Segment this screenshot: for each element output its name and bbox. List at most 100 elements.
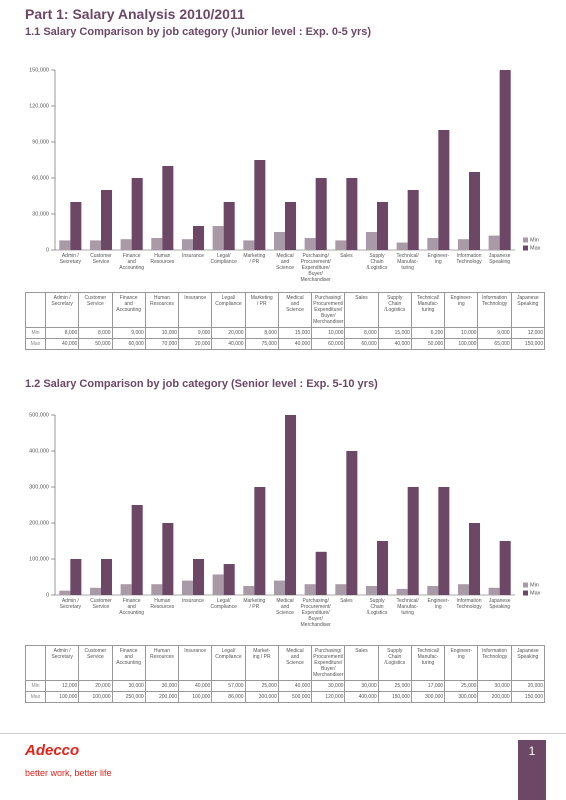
bar (396, 588, 408, 595)
column-header: Engineer- ing (444, 292, 479, 328)
column-header: Sales (344, 292, 379, 328)
column-header: Customer Service (78, 645, 113, 681)
table-cell: 30,000 (344, 680, 379, 692)
x-tick-label: Human Resources (150, 598, 175, 610)
bar (254, 487, 266, 595)
x-tick-label: Technical/ Manufac- turing (396, 253, 419, 271)
table-cell: 30,000 (477, 680, 512, 692)
bar (469, 523, 481, 595)
column-header: Legal/ Compliance (211, 292, 246, 328)
table-cell: 8,000 (344, 327, 379, 339)
bar (59, 590, 71, 595)
y-tick-label: 90,000 (32, 139, 49, 145)
x-tick-label: Purchasing/ Procurement/ Expenditure/ Bu… (300, 598, 331, 628)
bar (457, 584, 469, 595)
bar (243, 240, 255, 250)
column-header: Sales (344, 645, 379, 681)
column-header: Marketing / PR (244, 292, 279, 328)
x-tick-label: Information Technology (456, 253, 482, 265)
bar (438, 130, 450, 250)
column-header: Finance and Accounting (111, 292, 146, 328)
column-header: Admin / Secretary (44, 645, 80, 681)
column-header: Information Technology (477, 645, 512, 681)
column-header: Medical and Science (277, 292, 313, 328)
table-cell: 250,000 (111, 691, 146, 703)
salary-table: Admin / Secretary Customer Service Finance… (25, 645, 546, 703)
table-cell: 40,000 (211, 338, 246, 350)
bar (304, 238, 316, 250)
brand-logo: Adecco (25, 742, 80, 759)
x-tick-label: Admin / Secretary (59, 253, 82, 265)
table-cell: 100,000 (444, 338, 479, 350)
table-cell: 8,000 (44, 327, 80, 339)
bar (315, 178, 327, 250)
table-cell: 9,000 (477, 327, 512, 339)
bar (101, 190, 113, 250)
page-number: 1 (518, 740, 546, 800)
x-tick-label: Marketing / PR (243, 598, 266, 610)
table-cell: 25,000 (244, 680, 279, 692)
column-header: Customer Service (78, 292, 113, 328)
table-cell: 40,000 (277, 680, 313, 692)
table-cell: 30,000 (311, 680, 346, 692)
table-cell: 15,000 (277, 327, 313, 339)
y-tick-label: 150,000 (29, 67, 49, 73)
column-header: Market- ing / PR (244, 645, 279, 681)
table-cell: 86,000 (211, 691, 246, 703)
column-header: Engineer- ing (444, 645, 479, 681)
table-cell: 20,000 (510, 680, 546, 692)
table-cell: 12,000 (44, 680, 80, 692)
salary-table: Admin / Secretary Customer Service Finance… (25, 292, 546, 350)
table-cell: 500,000 (277, 691, 313, 703)
column-header: Technical/ Manufac- turing (410, 292, 446, 328)
table-cell: 50,000 (78, 338, 113, 350)
bar (89, 587, 101, 595)
x-tick-label: Japanese Speaking (488, 598, 511, 610)
x-tick-label: Admin / Secretary (59, 598, 82, 610)
table-cell: 50,000 (410, 338, 446, 350)
column-header: Information Technology (477, 292, 512, 328)
table-cell: 20,000 (178, 338, 213, 350)
bar (285, 415, 297, 595)
column-header: Legal/ Compliance (211, 645, 246, 681)
bar (70, 559, 82, 595)
bar (335, 240, 347, 250)
table-cell: 75,000 (244, 338, 279, 350)
table-cell: 100,000 (78, 691, 113, 703)
table-cell: 200,000 (144, 691, 180, 703)
bar (181, 580, 193, 595)
x-tick-label: Legal/ Compliance (210, 253, 237, 265)
legend-swatch (523, 245, 528, 251)
legend-label: Min (530, 237, 539, 243)
corner-cell (25, 292, 46, 328)
table-cell: 8,000 (78, 327, 113, 339)
table-cell: 150,000 (510, 691, 546, 703)
bar (285, 202, 297, 250)
bar (89, 240, 101, 250)
footer-rule (0, 733, 566, 734)
table-cell: 17,000 (410, 680, 446, 692)
table-cell: 60,000 (111, 338, 146, 350)
x-tick-label: Finance and Accounting (119, 598, 145, 616)
legend-label: Max (530, 245, 541, 251)
table-cell: 30,000 (111, 680, 146, 692)
table-cell: 10,000 (144, 327, 180, 339)
table-cell: 70,000 (144, 338, 180, 350)
bar (131, 505, 143, 595)
x-tick-label: Japanese Speaking (488, 253, 511, 265)
bar (427, 238, 439, 250)
bar (101, 559, 113, 595)
bar (346, 451, 358, 595)
bar (335, 584, 347, 595)
table-cell: 6,200 (410, 327, 446, 339)
y-tick-label: 60,000 (32, 175, 49, 181)
table-row: Min 12,000 20,000 30,000 30,000 40,000 57,000 2… (25, 680, 546, 692)
y-tick-label: 300,000 (29, 484, 49, 490)
table-cell: 57,000 (211, 680, 246, 692)
legend-swatch (523, 582, 528, 588)
x-tick-label: Technical/ Manufac- turing (396, 598, 419, 616)
table-cell: 400,000 (344, 691, 379, 703)
x-tick-label: Supply Chain /Logistics (366, 253, 388, 271)
x-tick-label: Purchasing/ Procurement/ Expenditure/ Bu… (300, 253, 331, 283)
table-cell: 300,000 (410, 691, 446, 703)
